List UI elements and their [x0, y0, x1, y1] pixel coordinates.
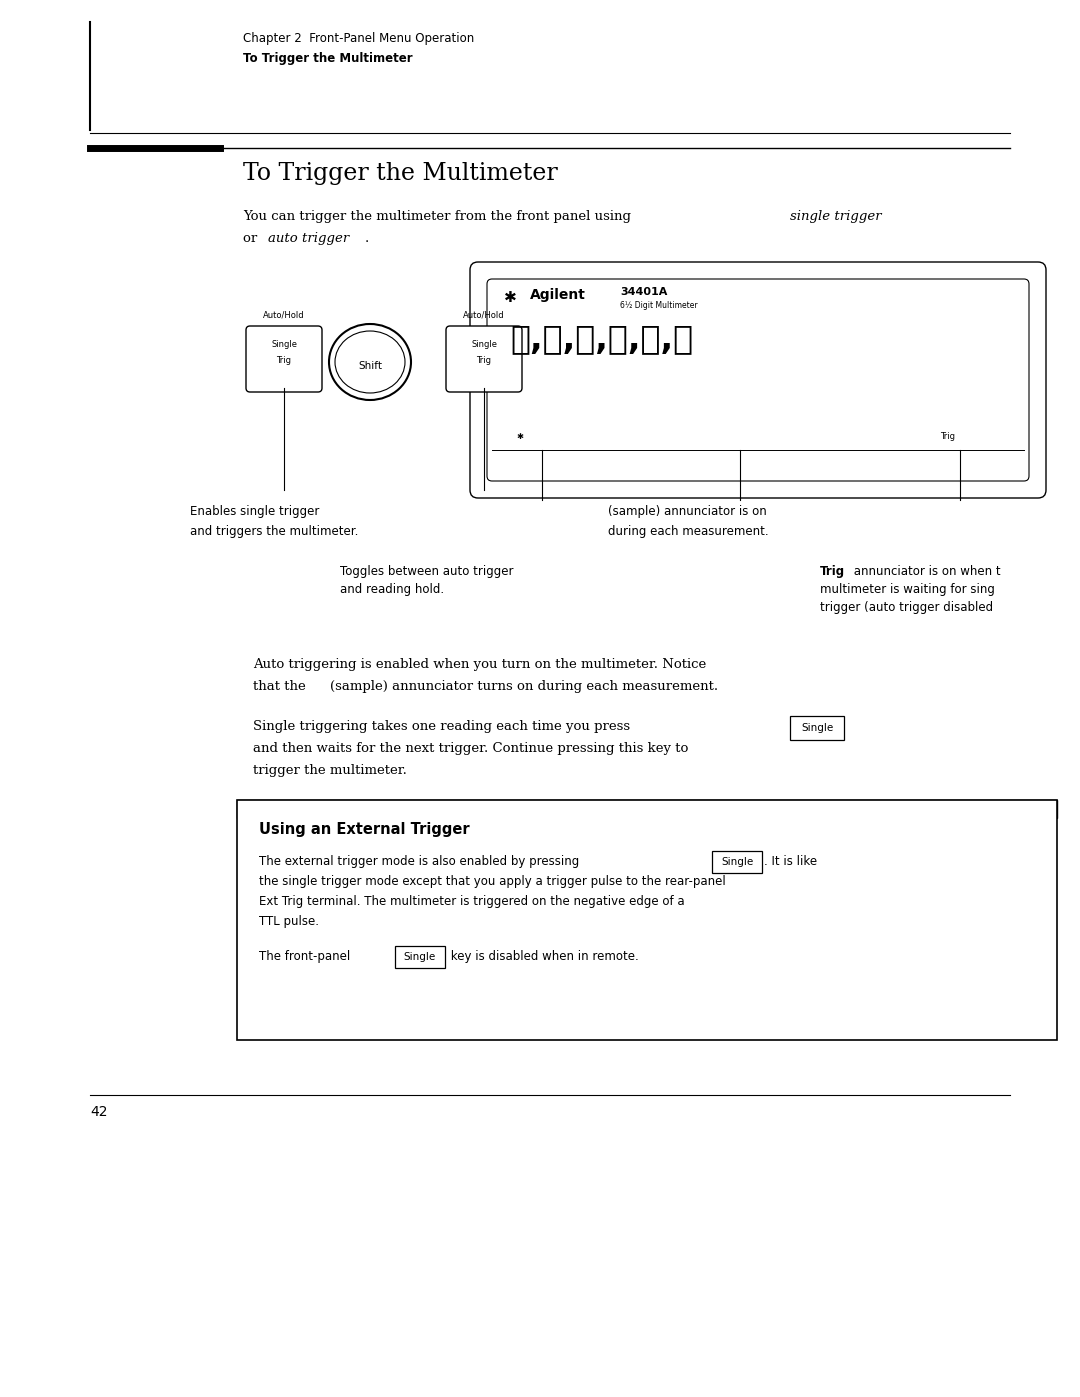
- FancyBboxPatch shape: [470, 263, 1047, 497]
- Text: You can trigger the multimeter from the front panel using: You can trigger the multimeter from the …: [243, 210, 635, 224]
- Text: Single: Single: [471, 339, 497, 349]
- Text: The front-panel: The front-panel: [259, 950, 354, 963]
- Text: multimeter is waiting for sing: multimeter is waiting for sing: [820, 583, 995, 597]
- Text: ✱: ✱: [516, 432, 523, 441]
- Text: To Trigger the Multimeter: To Trigger the Multimeter: [243, 162, 557, 184]
- Text: Single: Single: [720, 856, 753, 868]
- Text: the single trigger mode except that you apply a trigger pulse to the rear-panel: the single trigger mode except that you …: [259, 875, 726, 888]
- Text: Trig: Trig: [276, 356, 292, 365]
- Text: TTL pulse.: TTL pulse.: [259, 915, 319, 928]
- Text: Ext Trig terminal. The multimeter is triggered on the negative edge of a: Ext Trig terminal. The multimeter is tri…: [259, 895, 685, 908]
- Text: annunciator is on when t: annunciator is on when t: [850, 564, 1001, 578]
- Ellipse shape: [335, 331, 405, 393]
- Text: or: or: [243, 232, 261, 244]
- Text: Single: Single: [404, 951, 436, 963]
- FancyBboxPatch shape: [446, 326, 522, 393]
- FancyBboxPatch shape: [789, 717, 843, 740]
- Text: Shift: Shift: [357, 360, 382, 372]
- Text: Auto triggering is enabled when you turn on the multimeter. Notice: Auto triggering is enabled when you turn…: [253, 658, 706, 671]
- Text: Trig: Trig: [940, 432, 955, 441]
- Text: and then waits for the next trigger. Continue pressing this key to: and then waits for the next trigger. Con…: [253, 742, 688, 754]
- Text: 42: 42: [90, 1105, 108, 1119]
- Text: that the: that the: [253, 680, 323, 693]
- Text: .: .: [365, 232, 369, 244]
- Text: auto trigger: auto trigger: [268, 232, 349, 244]
- Text: The external trigger mode is also enabled by pressing: The external trigger mode is also enable…: [259, 855, 583, 868]
- Text: Using an External Trigger: Using an External Trigger: [259, 821, 470, 837]
- Text: (sample) annunciator turns on during each measurement.: (sample) annunciator turns on during eac…: [330, 680, 718, 693]
- Text: 米,米,米,米,米,米: 米,米,米,米,米,米: [510, 321, 693, 355]
- Text: during each measurement.: during each measurement.: [608, 525, 769, 538]
- Text: Single: Single: [271, 339, 297, 349]
- Text: ✱: ✱: [503, 291, 516, 305]
- FancyBboxPatch shape: [246, 326, 322, 393]
- Text: Auto/Hold: Auto/Hold: [463, 310, 504, 319]
- Text: key is disabled when in remote.: key is disabled when in remote.: [447, 950, 638, 963]
- Text: Single: Single: [801, 724, 833, 733]
- Text: Enables single trigger: Enables single trigger: [190, 504, 320, 518]
- Text: (sample) annunciator is on: (sample) annunciator is on: [608, 504, 767, 518]
- Text: Trig: Trig: [820, 564, 846, 578]
- Text: Chapter 2  Front-Panel Menu Operation: Chapter 2 Front-Panel Menu Operation: [243, 32, 474, 45]
- Text: and triggers the multimeter.: and triggers the multimeter.: [190, 525, 359, 538]
- FancyBboxPatch shape: [487, 279, 1029, 481]
- FancyBboxPatch shape: [395, 946, 445, 968]
- Bar: [237, 800, 1057, 819]
- Bar: [237, 800, 1057, 1039]
- FancyBboxPatch shape: [712, 851, 762, 873]
- Text: 34401A: 34401A: [620, 286, 667, 298]
- Text: 6½ Digit Multimeter: 6½ Digit Multimeter: [620, 300, 698, 310]
- Text: Toggles between auto trigger: Toggles between auto trigger: [340, 564, 513, 578]
- Text: trigger the multimeter.: trigger the multimeter.: [253, 764, 407, 777]
- Text: single trigger: single trigger: [789, 210, 881, 224]
- Text: Agilent: Agilent: [530, 288, 585, 302]
- Text: Auto/Hold: Auto/Hold: [264, 310, 305, 319]
- Text: . It is like: . It is like: [764, 855, 818, 868]
- Text: trigger (auto trigger disabled: trigger (auto trigger disabled: [820, 601, 994, 615]
- Text: and reading hold.: and reading hold.: [340, 583, 444, 597]
- Text: Trig: Trig: [476, 356, 491, 365]
- Ellipse shape: [329, 324, 411, 400]
- Text: Single triggering takes one reading each time you press: Single triggering takes one reading each…: [253, 719, 634, 733]
- Text: To Trigger the Multimeter: To Trigger the Multimeter: [243, 52, 413, 66]
